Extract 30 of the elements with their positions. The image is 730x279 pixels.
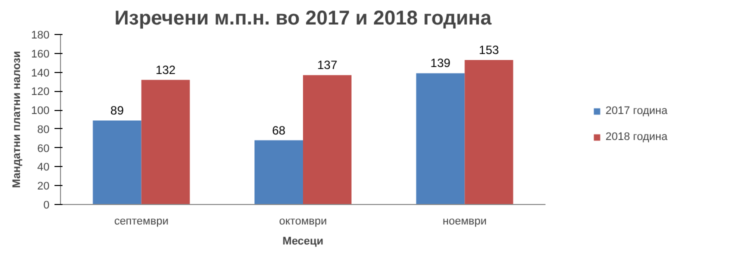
bar: [416, 73, 465, 204]
y-tick-label: 100: [31, 105, 50, 118]
y-tick-label: 0: [43, 200, 50, 212]
bar: [92, 120, 142, 204]
bar: [141, 80, 190, 204]
x-tick-label: септември: [114, 216, 168, 228]
x-tick-label: ноември: [442, 216, 487, 228]
y-tick-label: 80: [37, 124, 50, 136]
bar: [464, 60, 514, 204]
data-label: 153: [478, 43, 500, 57]
y-tick-label: 180: [31, 30, 50, 42]
data-label: 139: [430, 56, 451, 70]
data-label: 68: [272, 123, 286, 138]
y-tick-label: 40: [37, 162, 50, 174]
y-tick-label: 20: [37, 180, 50, 193]
legend-label: 2017 година: [606, 105, 668, 117]
y-tick-label: 140: [31, 67, 50, 80]
data-label: 137: [317, 58, 338, 72]
x-axis-title: Месеци: [282, 236, 324, 248]
bar: [303, 75, 352, 204]
y-tick-label: 160: [31, 48, 50, 60]
x-tick-label: октомври: [279, 216, 327, 228]
y-tick-label: 120: [31, 86, 50, 98]
bar: [254, 140, 303, 204]
y-tick-label: 60: [37, 142, 50, 155]
data-label: 132: [156, 62, 176, 77]
y-axis-title: Мандатни платни налози: [11, 50, 24, 188]
legend-label: 2018 година: [606, 131, 668, 143]
data-label: 89: [110, 103, 124, 118]
chart-title: Изречени м.п.н. во 2017 и 2018 година: [114, 8, 492, 30]
